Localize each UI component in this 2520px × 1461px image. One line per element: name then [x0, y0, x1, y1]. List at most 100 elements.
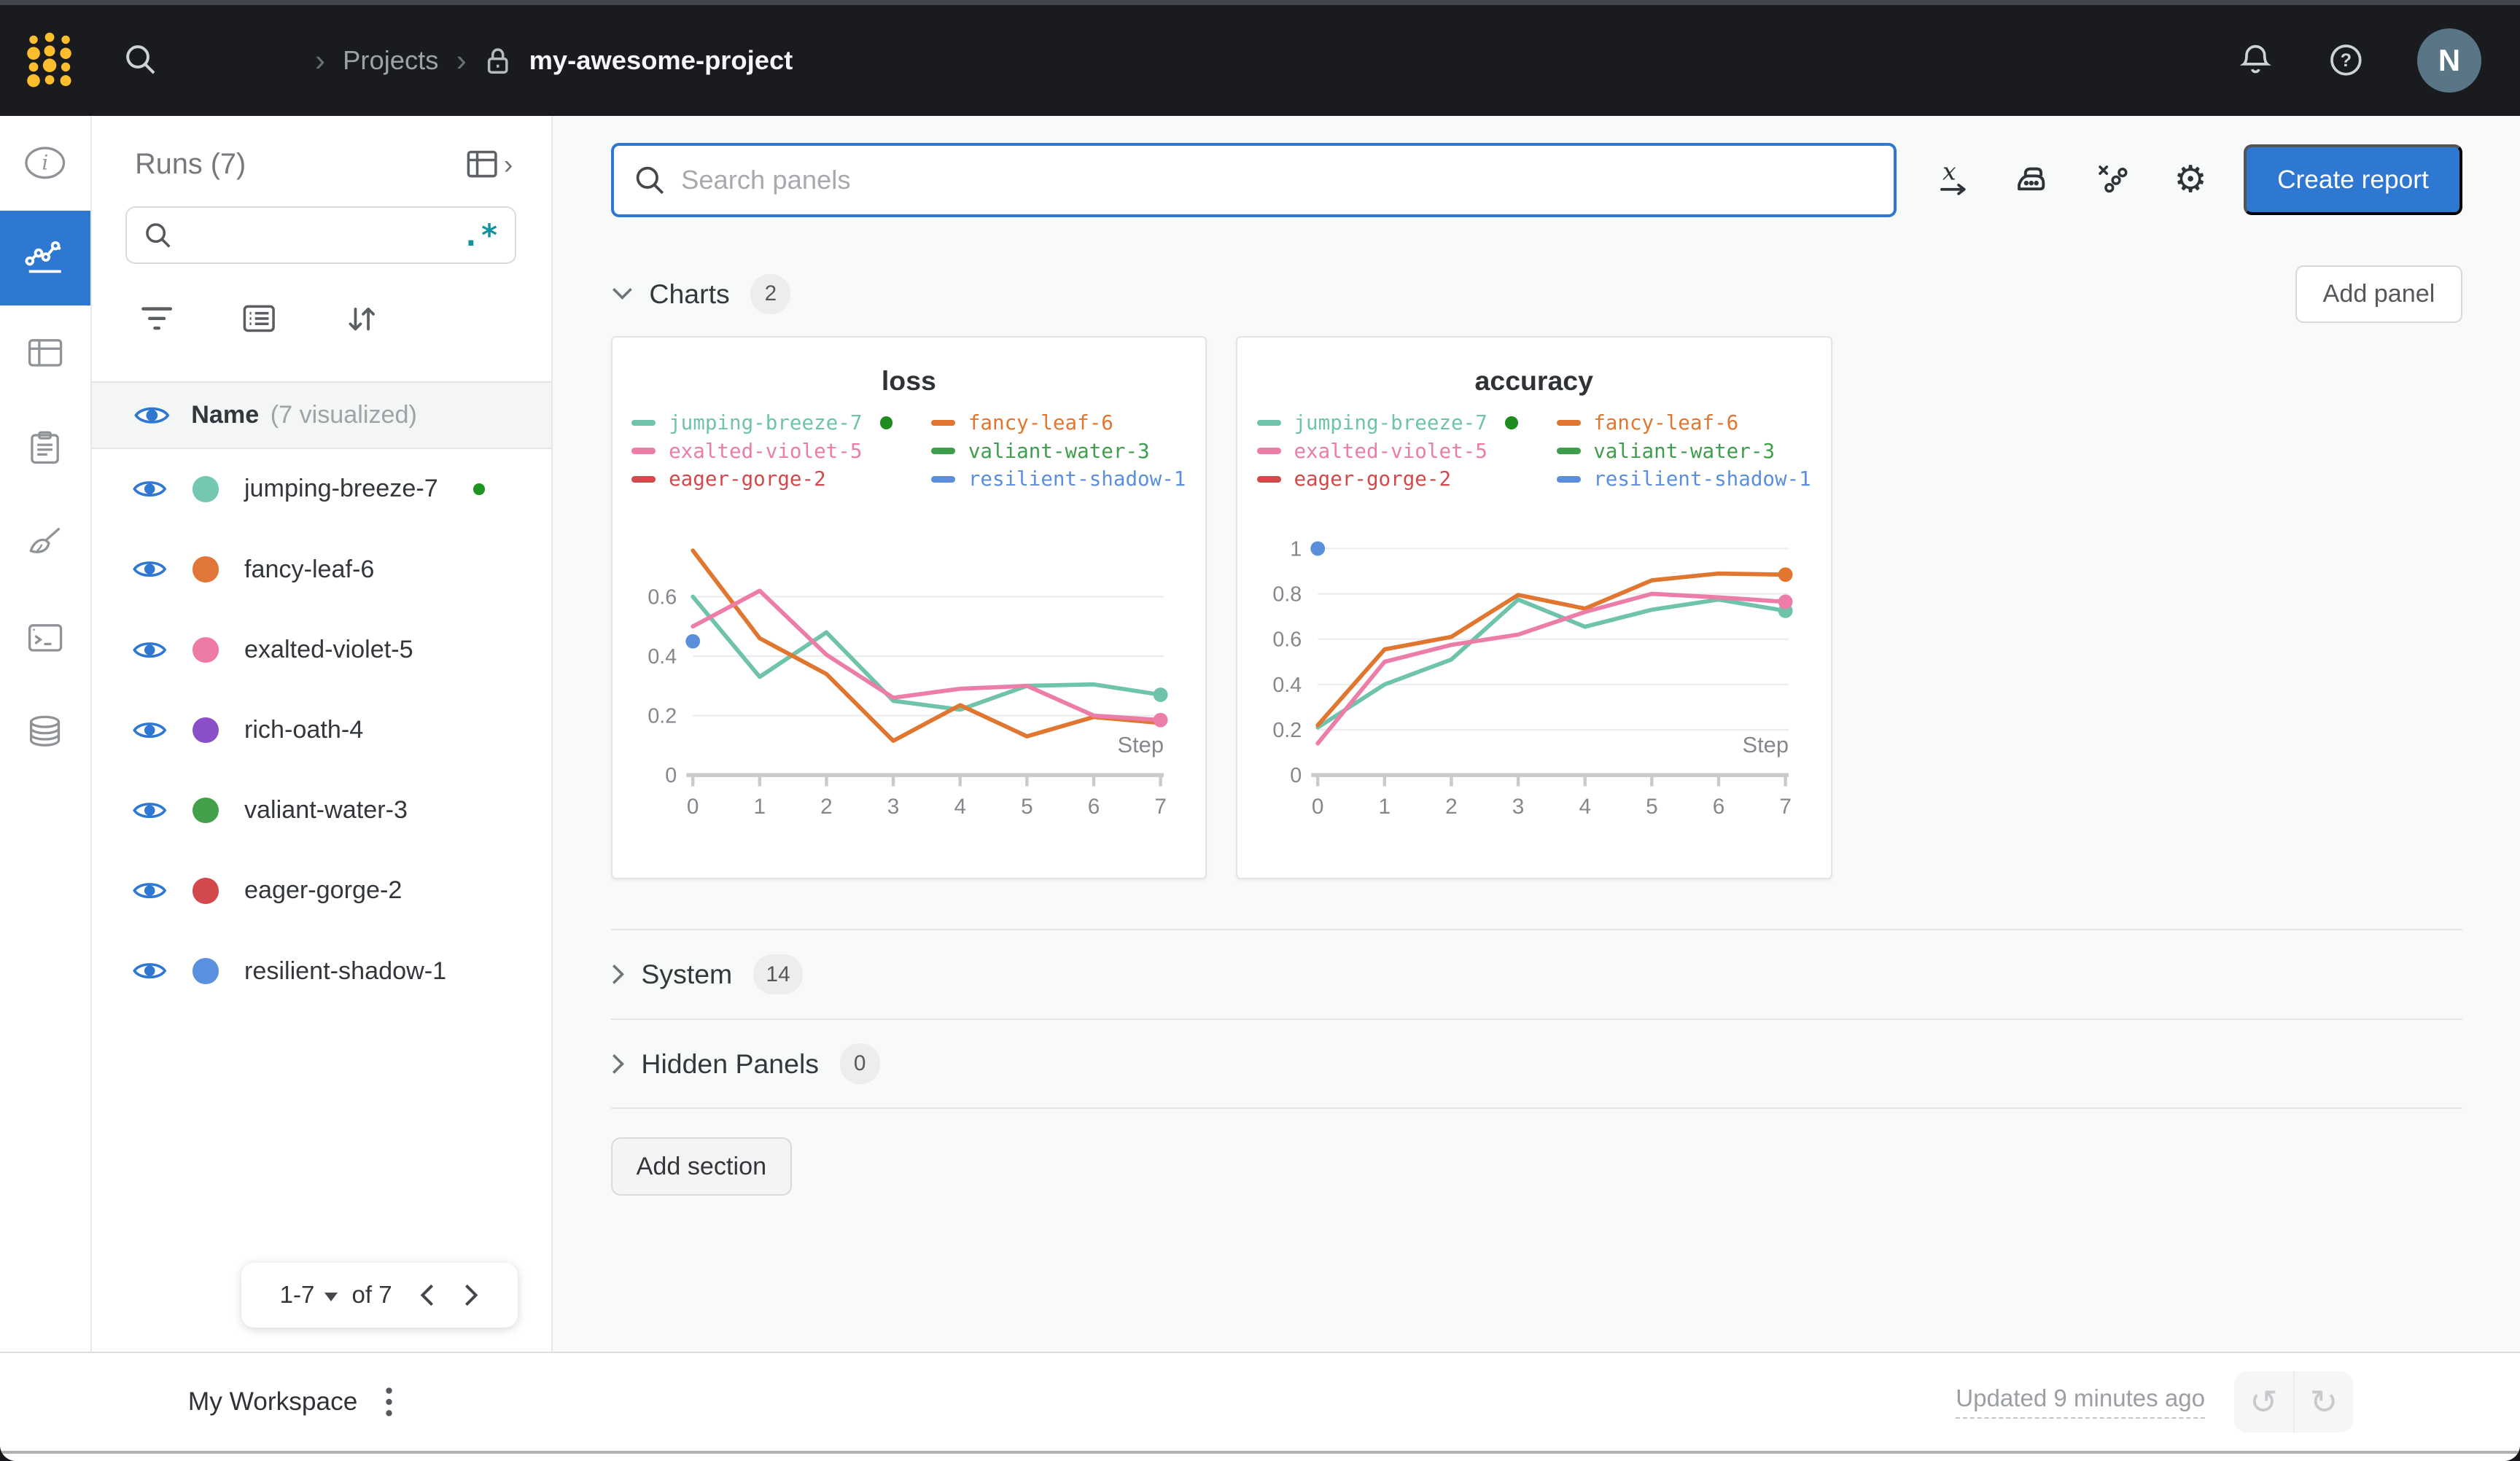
run-name[interactable]: eager-gorge-2: [244, 876, 402, 905]
global-search-icon[interactable]: [122, 41, 160, 79]
run-row[interactable]: resilient-shadow-1: [92, 931, 552, 1011]
add-section-button[interactable]: Add section: [610, 1137, 793, 1196]
smoothing-iron-button[interactable]: [2012, 159, 2053, 200]
user-avatar[interactable]: N: [2416, 28, 2482, 93]
undo-button[interactable]: ↺: [2249, 1382, 2278, 1422]
create-report-button[interactable]: Create report: [2244, 144, 2462, 216]
clipboard-icon: [31, 431, 60, 464]
hidden-panels-section-header[interactable]: Hidden Panels 0: [610, 1018, 2462, 1109]
svg-text:0.2: 0.2: [1272, 719, 1302, 742]
legend-item[interactable]: jumping-breeze-7: [631, 410, 893, 435]
charts-section-header[interactable]: Charts 2 Add panel: [611, 265, 2462, 323]
workspace-bottom-bar: My Workspace Updated 9 minutes ago ↺ ↻: [0, 1351, 2520, 1452]
chevron-right-icon[interactable]: [611, 963, 626, 986]
rail-item-overview[interactable]: i: [0, 116, 90, 211]
visibility-eye-icon[interactable]: [132, 717, 167, 743]
legend-item[interactable]: eager-gorge-2: [1256, 467, 1518, 491]
visibility-eye-icon[interactable]: [133, 402, 171, 429]
runs-list-header[interactable]: Name (7 visualized): [91, 381, 552, 449]
next-page-button[interactable]: [463, 1283, 479, 1307]
last-updated-text[interactable]: Updated 9 minutes ago: [1956, 1385, 2205, 1419]
filter-funnel-icon[interactable]: [140, 304, 174, 333]
run-name[interactable]: jumping-breeze-7: [244, 475, 438, 503]
legend-label: eager-gorge-2: [1294, 467, 1452, 491]
rail-item-runs-table[interactable]: [0, 305, 90, 400]
svg-text:0.8: 0.8: [1272, 583, 1302, 607]
run-name[interactable]: fancy-leaf-6: [244, 555, 375, 583]
visibility-eye-icon[interactable]: [132, 958, 167, 983]
chart-canvas[interactable]: 0 0.2 0.4 0.6 0 1 2 3 4 5 6 7 Step: [612, 499, 1209, 839]
legend-label: resilient-shadow-1: [968, 467, 1186, 491]
svg-text:0.2: 0.2: [648, 705, 677, 728]
rail-item-terminal[interactable]: [0, 590, 90, 685]
add-panel-button[interactable]: Add panel: [2295, 265, 2462, 323]
runs-search-input[interactable]: [184, 221, 451, 249]
legend-item[interactable]: resilient-shadow-1: [1556, 467, 1811, 491]
run-name[interactable]: resilient-shadow-1: [244, 957, 447, 985]
legend-swatch: [1256, 448, 1281, 454]
legend-swatch: [631, 419, 656, 426]
x-axis-settings-button[interactable]: x: [1933, 159, 1975, 200]
visibility-eye-icon[interactable]: [132, 878, 167, 903]
search-panels-input[interactable]: [681, 164, 1875, 195]
legend-item[interactable]: exalted-violet-5: [631, 440, 892, 463]
settings-gear-icon[interactable]: ⚙: [2174, 157, 2207, 201]
page-range-dropdown[interactable]: 1-7: [280, 1282, 338, 1309]
window-bottom-edge: [0, 1451, 2520, 1461]
redo-button[interactable]: ↻: [2293, 1371, 2353, 1433]
run-name[interactable]: rich-oath-4: [244, 716, 364, 744]
rail-item-artifacts[interactable]: [0, 685, 90, 779]
run-row[interactable]: valiant-water-3: [92, 771, 552, 851]
workspace-menu-kebab-icon[interactable]: [385, 1387, 393, 1417]
legend-item[interactable]: exalted-violet-5: [1256, 440, 1518, 463]
breadcrumb-project-name[interactable]: my-awesome-project: [529, 44, 793, 75]
run-name[interactable]: exalted-violet-5: [244, 635, 413, 663]
chart-panel-loss[interactable]: loss jumping-breeze-7 fancy-leaf-6 exalted…: [610, 335, 1209, 879]
system-section-header[interactable]: System 14: [610, 928, 2462, 1018]
legend-item[interactable]: eager-gorge-2: [631, 467, 892, 491]
sort-icon[interactable]: [344, 303, 378, 335]
run-row[interactable]: eager-gorge-2: [92, 851, 552, 931]
chart-panel-accuracy[interactable]: accuracy jumping-breeze-7 fancy-leaf-6 exa…: [1235, 335, 1834, 879]
run-row[interactable]: fancy-leaf-6: [92, 529, 552, 609]
expand-runs-table-button[interactable]: ›: [465, 148, 513, 180]
visibility-eye-icon[interactable]: [132, 637, 167, 663]
rail-item-sweeps[interactable]: [0, 495, 90, 590]
hidden-panels-count-badge: 0: [839, 1043, 880, 1084]
outlier-points-button[interactable]: [2091, 159, 2132, 200]
regex-toggle-icon[interactable]: .*: [462, 217, 499, 254]
rail-item-workspace[interactable]: [0, 210, 90, 305]
svg-text:3: 3: [887, 795, 899, 819]
legend-item[interactable]: fancy-leaf-6: [931, 411, 1186, 435]
rail-item-logs[interactable]: [0, 400, 90, 495]
run-row[interactable]: exalted-violet-5: [92, 609, 552, 690]
legend-item[interactable]: valiant-water-3: [931, 440, 1186, 463]
legend-item[interactable]: fancy-leaf-6: [1556, 411, 1811, 435]
system-count-badge: 14: [752, 954, 804, 995]
breadcrumb-projects-link[interactable]: Projects: [343, 44, 439, 75]
wandb-logo-icon[interactable]: [26, 28, 74, 93]
legend-label: jumping-breeze-7: [669, 410, 863, 435]
workspace-name[interactable]: My Workspace: [187, 1387, 358, 1416]
run-name[interactable]: valiant-water-3: [244, 796, 408, 825]
svg-text:0.4: 0.4: [1272, 674, 1302, 697]
run-row[interactable]: jumping-breeze-7: [92, 449, 552, 529]
visibility-eye-icon[interactable]: [132, 476, 167, 502]
terminal-icon: [28, 623, 63, 652]
runs-search-box[interactable]: .*: [125, 206, 516, 265]
legend-item[interactable]: valiant-water-3: [1556, 440, 1811, 463]
visibility-eye-icon[interactable]: [132, 556, 167, 582]
legend-item[interactable]: jumping-breeze-7: [1256, 411, 1518, 435]
manage-columns-icon[interactable]: [241, 303, 276, 334]
visibility-eye-icon[interactable]: [132, 798, 167, 823]
notifications-bell-icon[interactable]: [2237, 42, 2274, 79]
chart-canvas[interactable]: 0 0.2 0.4 0.6 0.8 1 0 1 2 3 4 5 6 7 Step: [1237, 499, 1834, 839]
run-row[interactable]: rich-oath-4: [92, 690, 552, 770]
search-panels-box[interactable]: [610, 143, 1897, 217]
legend-item[interactable]: resilient-shadow-1: [931, 467, 1186, 491]
help-icon[interactable]: ?: [2328, 42, 2365, 79]
chevron-right-icon[interactable]: [611, 1053, 626, 1075]
chevron-down-icon[interactable]: [611, 287, 634, 301]
prev-page-button[interactable]: [419, 1283, 435, 1307]
